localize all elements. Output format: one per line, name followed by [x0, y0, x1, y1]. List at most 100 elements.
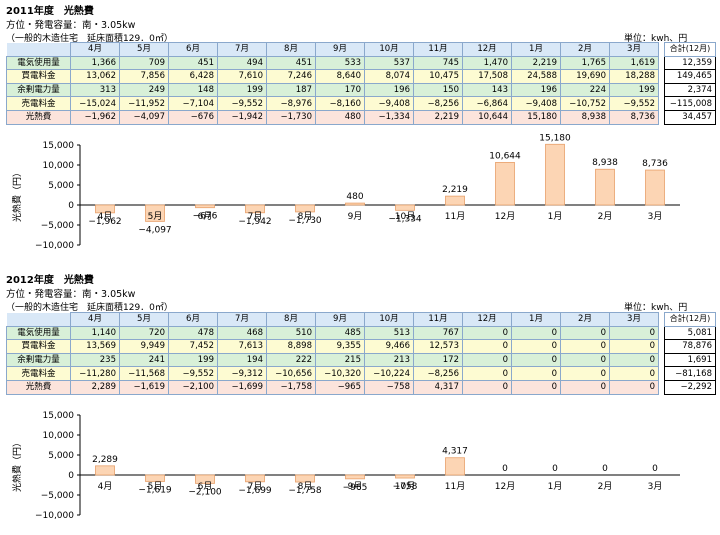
bar	[495, 162, 515, 206]
month-header: 3月	[609, 312, 659, 327]
table-cell: 313	[70, 82, 120, 98]
table-cell: −9,552	[609, 96, 659, 111]
table-cell: 17,508	[462, 69, 512, 84]
table-cell: 224	[560, 82, 610, 98]
table-cell: 0	[462, 379, 512, 395]
data-label: 15,180	[539, 133, 571, 143]
total-cell: 1,691	[664, 352, 716, 368]
table-row: 買電料金 13,062 7,856 6,428 7,610 7,246 8,640 8,074…	[6, 69, 659, 84]
table-cell: 0	[511, 339, 561, 354]
x-tick-label: 7月	[248, 481, 263, 492]
table-row: 電気使用量 1,366 709 451 494 451 533 537 745 1,470 2,21…	[6, 55, 659, 71]
y-tick-label: −5,000	[41, 221, 75, 231]
table-cell: 8,074	[364, 69, 414, 84]
table-cell: 2,219	[413, 109, 463, 125]
table-cell: 709	[119, 55, 169, 71]
table-cell: 537	[364, 55, 414, 71]
row-label: 買電料金	[6, 69, 71, 84]
data-label: 10,644	[489, 151, 521, 161]
table-cell: 494	[217, 55, 267, 71]
data-label: −2,100	[188, 487, 222, 497]
data-label: −1,758	[288, 486, 322, 496]
table-cell: 0	[560, 366, 610, 381]
bar	[445, 195, 465, 206]
x-tick-label: 6月	[198, 481, 213, 492]
table-cell: 172	[413, 352, 463, 368]
table-cell: 249	[119, 82, 169, 98]
table-cell: −11,952	[119, 96, 169, 111]
month-header: 6月	[168, 312, 218, 327]
month-header: 1月	[511, 42, 561, 57]
x-tick-label: 1月	[548, 211, 563, 222]
table-cell: 9,466	[364, 339, 414, 354]
chart-2012: −10,000 −5,000 0 5,000 10,000 15,000 光熱費（円） 4月 2…	[11, 411, 680, 521]
table-cell: 199	[609, 82, 659, 98]
y-tick-label: 10,000	[43, 431, 75, 441]
month-header: 7月	[217, 312, 267, 327]
month-header: 1月	[511, 312, 561, 327]
bar	[595, 168, 615, 206]
table-row: 光熱費 2,289 −1,619 −2,100 −1,699 −1,758 −965 −758…	[6, 379, 659, 395]
x-tick-label: 12月	[495, 481, 515, 492]
table-cell: 0	[511, 379, 561, 395]
data-label: −1,334	[388, 214, 422, 224]
totals-2011: 合計(12月) 12,359 149,465 2,374 −115,008 34,457	[664, 42, 716, 125]
table-cell: 0	[511, 366, 561, 381]
data-label: −1,962	[88, 217, 121, 227]
x-tick-label: 11月	[445, 211, 465, 222]
data-label: 0	[652, 464, 658, 474]
bar	[395, 474, 415, 479]
table-cell: −7,104	[168, 96, 218, 111]
table-cell: 24,588	[511, 69, 561, 84]
data-label: −1,942	[238, 217, 271, 227]
table-cell: 196	[511, 82, 561, 98]
table-cell: 8,938	[560, 109, 610, 125]
month-header: 8月	[266, 312, 316, 327]
x-tick-label: 10月	[395, 211, 415, 222]
data-label: −1,699	[238, 486, 272, 496]
y-tick-label: 5,000	[48, 451, 74, 461]
table-cell: 745	[413, 55, 463, 71]
table-cell: 13,569	[70, 339, 120, 354]
table-cell: 480	[315, 109, 365, 125]
table-cell: 19,690	[560, 69, 610, 84]
data-label: 0	[602, 464, 608, 474]
table-cell: −676	[168, 109, 218, 125]
table-cell: 8,898	[266, 339, 316, 354]
table-cell: 468	[217, 325, 267, 341]
month-header: 9月	[315, 312, 365, 327]
data-label: 0	[552, 464, 558, 474]
y-tick-label: 15,000	[43, 411, 75, 421]
table-cell: 199	[168, 352, 218, 368]
x-tick-label: 3月	[648, 211, 663, 222]
table-cell: 720	[119, 325, 169, 341]
table-cell: 1,765	[560, 55, 610, 71]
table-cell: −9,552	[217, 96, 267, 111]
bar	[245, 204, 265, 214]
table-cell: −8,160	[315, 96, 365, 111]
table-row: 電気使用量 1,140 720 478 468 510 485 513 767 0 0 0 0	[6, 325, 659, 341]
total-cell: 5,081	[664, 325, 716, 341]
table-cell: −1,730	[266, 109, 316, 125]
x-tick-label: 8月	[298, 211, 313, 222]
row-label: 余剰電力量	[6, 82, 71, 98]
table-cell: 196	[364, 82, 414, 98]
table-cell: 1,619	[609, 55, 659, 71]
table-cell: 533	[315, 55, 365, 71]
bar	[245, 474, 265, 483]
month-header: 4月	[70, 42, 120, 57]
table-cell: 1,366	[70, 55, 120, 71]
table-cell: −10,752	[560, 96, 610, 111]
total-cell: 12,359	[664, 55, 716, 71]
table-cell: 15,180	[511, 109, 561, 125]
totals-2012: 合計(12月) 5,081 78,876 1,691 −81,168 −2,292	[664, 312, 716, 395]
table-cell: −8,976	[266, 96, 316, 111]
table-row: 余剰電力量 313 249 148 199 187 170 196 150 143 196 224 19…	[6, 82, 659, 98]
table-cell: 0	[462, 352, 512, 368]
table-cell: 10,644	[462, 109, 512, 125]
month-header: 4月	[70, 312, 120, 327]
table-cell: 0	[560, 325, 610, 341]
table-cell: 0	[609, 325, 659, 341]
month-header: 12月	[462, 42, 512, 57]
table-cell: 1,140	[70, 325, 120, 341]
